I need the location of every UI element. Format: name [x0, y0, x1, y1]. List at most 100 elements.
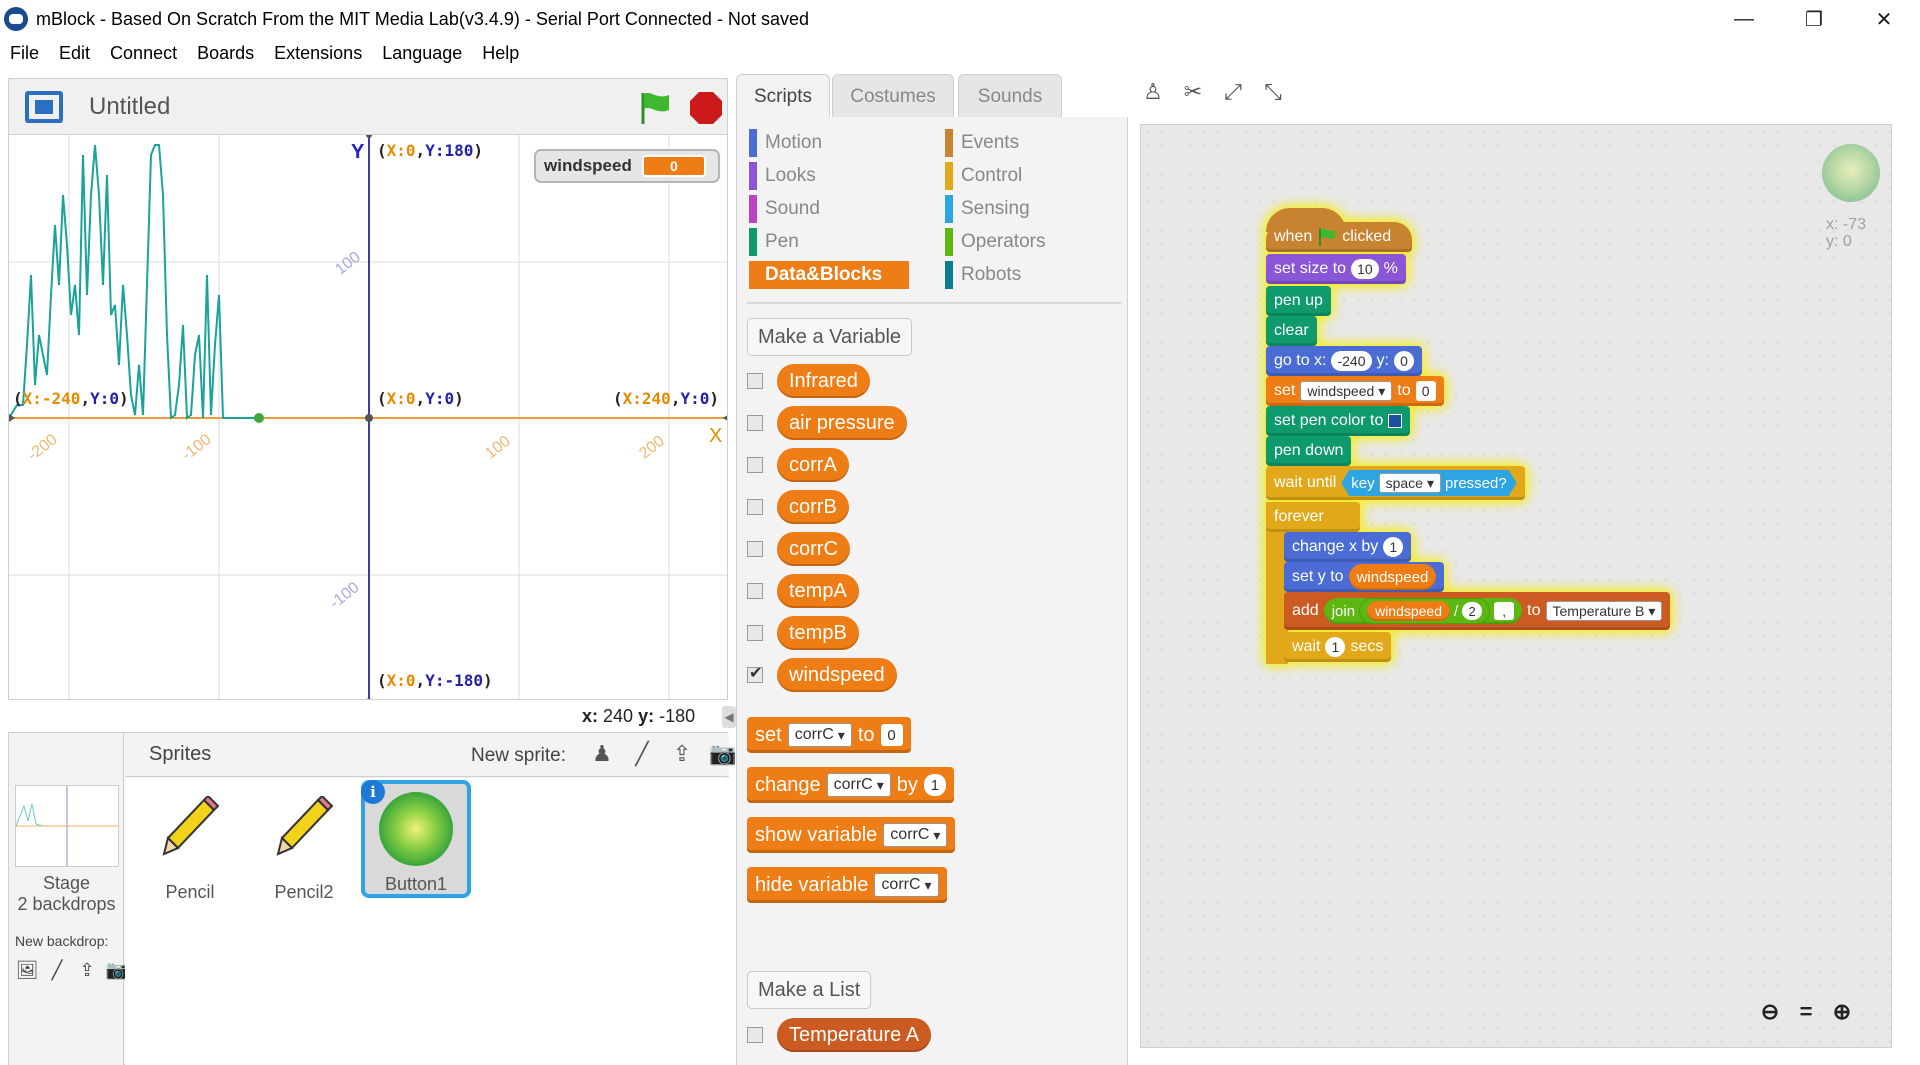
divide-block[interactable]: windspeed / 2 [1359, 598, 1491, 624]
set-y-block[interactable]: set y to windspeed [1284, 562, 1445, 592]
variable-dropdown[interactable]: corrC [874, 873, 939, 897]
cut-icon[interactable]: ✂ [1183, 79, 1203, 104]
key-pressed-block[interactable]: key space pressed? [1341, 470, 1516, 496]
presentation-mode-icon[interactable] [25, 91, 63, 123]
tab-scripts[interactable]: Scripts [736, 74, 830, 118]
shrink-icon[interactable]: ⤡ [1264, 79, 1282, 104]
y-input[interactable]: 0 [1393, 351, 1414, 371]
green-flag-icon[interactable] [637, 91, 673, 125]
variable-checkbox[interactable] [747, 583, 763, 599]
variable-checkbox[interactable] [747, 457, 763, 473]
script-stack[interactable]: when clicked set size to 10 % pen up cle… [1262, 200, 1710, 692]
category-robots[interactable]: Robots [945, 261, 1105, 289]
make-variable-button[interactable]: Make a Variable [747, 318, 913, 356]
x-input[interactable]: -240 [1331, 351, 1372, 371]
value-input[interactable]: 1 [923, 774, 946, 796]
backdrop-paint-icon[interactable]: ╱ [51, 960, 63, 980]
category-data-blocks[interactable]: Data&Blocks [749, 261, 909, 289]
duplicate-stamp-icon[interactable]: ♙ [1143, 79, 1163, 104]
wait-until-block[interactable]: wait until key space pressed? [1266, 466, 1525, 500]
menu-connect[interactable]: Connect [110, 42, 178, 63]
variable-checkbox[interactable] [747, 663, 763, 683]
variable-checkbox[interactable] [747, 625, 763, 641]
category-events[interactable]: Events [945, 129, 1105, 157]
sprite-tile-pencil[interactable]: Pencil [135, 786, 245, 904]
category-control[interactable]: Control [945, 162, 1105, 190]
go-to-xy-block[interactable]: go to x: -240 y: 0 [1266, 346, 1422, 376]
menu-language[interactable]: Language [382, 42, 463, 63]
sprite-tile-pencil2[interactable]: Pencil2 [249, 786, 359, 904]
maximize-button[interactable]: ❐ [1805, 8, 1823, 31]
value-input[interactable]: 1 [1383, 537, 1404, 557]
key-dropdown[interactable]: space [1379, 473, 1441, 493]
zoom-reset-button[interactable]: = [1799, 999, 1813, 1024]
variable-checkbox[interactable] [747, 373, 763, 389]
change-variable-block[interactable]: change corrC by 1 [747, 767, 954, 803]
variable-reporter[interactable]: corrB [777, 490, 849, 524]
when-flag-clicked-block[interactable]: when clicked [1266, 208, 1412, 252]
windspeed-reporter[interactable]: windspeed [1367, 601, 1450, 621]
variable-reporter[interactable]: tempB [777, 616, 859, 650]
info-icon[interactable]: i [361, 780, 385, 804]
menu-boards[interactable]: Boards [197, 42, 255, 63]
variable-checkbox[interactable] [747, 415, 763, 431]
tab-sounds[interactable]: Sounds [958, 74, 1062, 118]
menu-edit[interactable]: Edit [59, 42, 91, 63]
minimize-button[interactable]: — [1734, 7, 1754, 30]
variable-reporter[interactable]: corrA [777, 448, 849, 482]
backdrop-library-icon[interactable]: 🖼 [15, 960, 39, 980]
menu-help[interactable]: Help [482, 42, 520, 63]
list-checkbox[interactable] [747, 1027, 763, 1043]
variable-dropdown[interactable]: corrC [826, 773, 891, 797]
zoom-in-icon[interactable]: ⊕ [1832, 999, 1852, 1024]
clear-block[interactable]: clear [1266, 316, 1317, 346]
windspeed-monitor[interactable]: windspeed 0 [534, 149, 720, 183]
variable-reporter[interactable]: corrC [777, 532, 850, 566]
category-sensing[interactable]: Sensing [945, 195, 1105, 223]
value-input[interactable]: 0 [880, 724, 903, 746]
set-windspeed-block[interactable]: set windspeed to 0 [1266, 376, 1444, 406]
project-title[interactable]: Untitled [89, 93, 171, 120]
script-area[interactable] [1140, 124, 1892, 1048]
value-input[interactable]: , [1494, 602, 1515, 620]
join-block[interactable]: join windspeed / 2 , [1323, 598, 1523, 624]
change-x-block[interactable]: change x by 1 [1284, 532, 1412, 562]
wait-secs-block[interactable]: wait 1 secs [1284, 632, 1392, 662]
stage-thumbnail[interactable] [15, 785, 119, 867]
sprite-tile-button1[interactable]: i Button1 [361, 780, 471, 898]
variable-dropdown[interactable]: windspeed [1300, 381, 1393, 401]
windspeed-reporter[interactable]: windspeed [1348, 564, 1437, 590]
list-dropdown[interactable]: Temperature B [1545, 601, 1663, 621]
sprite-paint-icon[interactable]: ╱ [635, 741, 649, 766]
menu-extensions[interactable]: Extensions [274, 42, 363, 63]
tab-costumes[interactable]: Costumes [832, 74, 954, 118]
variable-reporter[interactable]: windspeed [777, 658, 897, 692]
make-list-button[interactable]: Make a List [747, 971, 872, 1009]
close-button[interactable]: ✕ [1875, 8, 1893, 31]
add-to-list-block[interactable]: add join windspeed / 2 , to Temperature … [1284, 592, 1671, 630]
backdrop-upload-icon[interactable]: ⇪ [79, 960, 95, 980]
stop-icon[interactable] [689, 91, 723, 125]
show-variable-block[interactable]: show variable corrC [747, 817, 956, 853]
set-size-block[interactable]: set size to 10 % [1266, 254, 1406, 284]
variable-checkbox[interactable] [747, 541, 763, 557]
variable-reporter[interactable]: air pressure [777, 406, 907, 440]
category-pen[interactable]: Pen [749, 228, 909, 256]
category-motion[interactable]: Motion [749, 129, 909, 157]
variable-checkbox[interactable] [747, 499, 763, 515]
set-pen-color-block[interactable]: set pen color to [1266, 406, 1411, 436]
forever-block[interactable]: forever [1266, 502, 1360, 532]
value-input[interactable]: 1 [1325, 637, 1346, 657]
pen-up-block[interactable]: pen up [1266, 286, 1331, 316]
pen-down-block[interactable]: pen down [1266, 436, 1352, 466]
value-input[interactable]: 0 [1415, 381, 1436, 401]
set-variable-block[interactable]: set corrC to 0 [747, 717, 911, 753]
variable-reporter[interactable]: tempA [777, 574, 859, 608]
pen-color-swatch[interactable] [1388, 414, 1403, 428]
category-looks[interactable]: Looks [749, 162, 909, 190]
sprite-camera-icon[interactable]: 📷 [709, 741, 737, 766]
category-operators[interactable]: Operators [945, 228, 1105, 256]
stage[interactable]: Y X (X:0,Y:180) (X:0,Y:-180) (X:-240,Y:0… [8, 134, 728, 700]
hide-variable-block[interactable]: hide variable corrC [747, 867, 947, 903]
zoom-out-icon[interactable]: ⊖ [1760, 999, 1780, 1024]
